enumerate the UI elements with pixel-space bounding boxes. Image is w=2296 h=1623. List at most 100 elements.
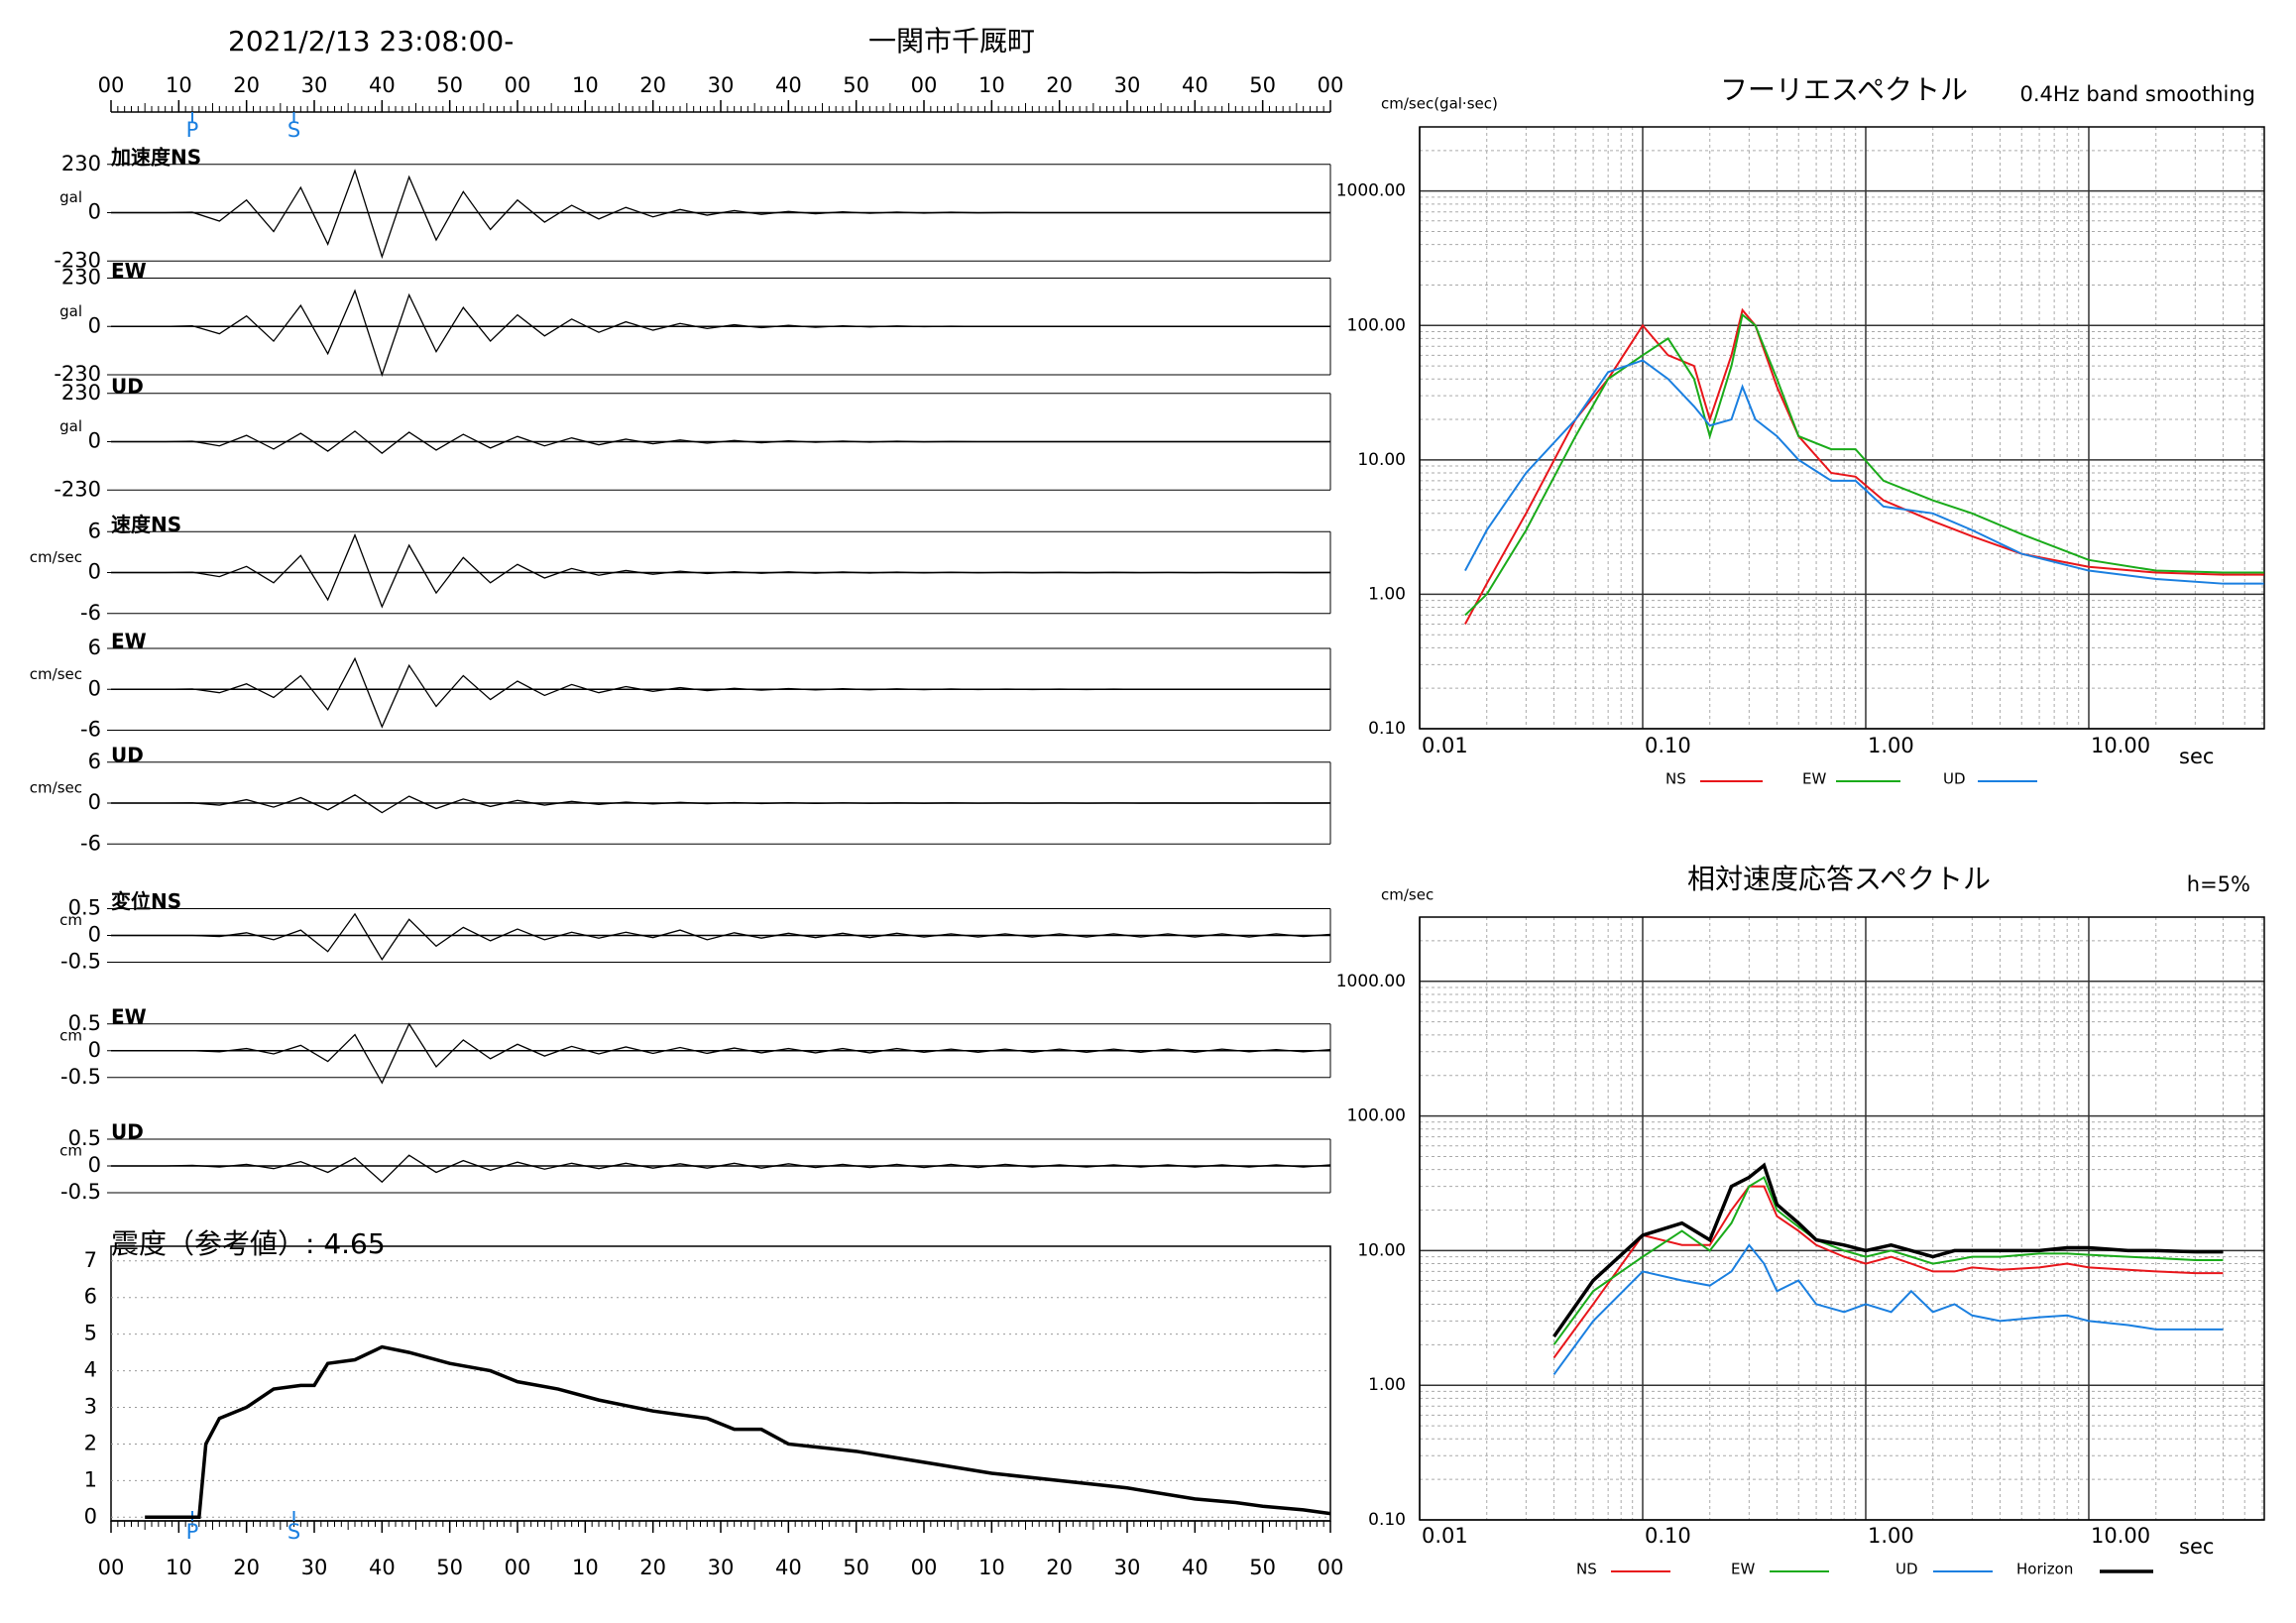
time-tick-label: 20 xyxy=(1046,1556,1073,1579)
y-tick-label: 0 xyxy=(88,313,101,337)
time-tick-label: 10 xyxy=(166,1556,192,1579)
legend-label: Horizon xyxy=(2016,1561,2073,1578)
y-tick-label: 0 xyxy=(84,1504,97,1528)
unit-label: cm/sec xyxy=(30,779,82,797)
y-tick-label: 0.10 xyxy=(1368,719,1406,739)
unit-label: gal xyxy=(59,302,82,320)
y-tick-label: 10.00 xyxy=(1357,1240,1406,1260)
y-tick-label: 0.5 xyxy=(68,1011,101,1035)
time-tick-label: 20 xyxy=(233,1556,260,1579)
panel-label: 加速度NS xyxy=(110,145,201,169)
y-tick-label: 0 xyxy=(88,429,101,453)
y-tick-label: 230 xyxy=(61,381,101,405)
y-tick-label: -6 xyxy=(80,601,101,625)
y-tick-label: 230 xyxy=(61,266,101,290)
time-tick-label: 50 xyxy=(843,1556,869,1579)
fourier-x-label: sec xyxy=(2179,745,2214,768)
time-tick-label: 40 xyxy=(369,73,396,97)
unit-label: gal xyxy=(59,188,82,206)
y-tick-label: 230 xyxy=(61,152,101,175)
x-tick-label: 10.00 xyxy=(2091,734,2150,757)
time-tick-label: 30 xyxy=(1114,1556,1141,1579)
waveform xyxy=(111,169,1330,260)
unit-label: cm/sec xyxy=(30,665,82,683)
time-tick-label: 50 xyxy=(436,1556,463,1579)
y-tick-label: 6 xyxy=(88,750,101,773)
time-tick-label: 30 xyxy=(301,73,328,97)
panel-label: EW xyxy=(111,630,147,653)
y-tick-label: 0 xyxy=(88,1038,101,1062)
y-tick-label: 0 xyxy=(88,676,101,700)
response-y-label: cm/sec xyxy=(1381,886,1434,904)
time-tick-label: 00 xyxy=(98,1556,125,1579)
y-tick-label: 0 xyxy=(88,200,101,224)
legend-label: EW xyxy=(1731,1561,1755,1578)
time-tick-label: 00 xyxy=(911,73,938,97)
x-tick-label: 0.01 xyxy=(1422,1524,1468,1548)
y-tick-label: 6 xyxy=(88,636,101,659)
spectrum-line xyxy=(1552,1162,2224,1338)
y-tick-label: -230 xyxy=(54,362,101,386)
station-name: 一関市千厩町 xyxy=(868,25,1035,58)
waveform xyxy=(111,656,1331,729)
time-tick-label: 10 xyxy=(572,1556,599,1579)
y-tick-label: 3 xyxy=(84,1395,97,1419)
y-tick-label: 0 xyxy=(88,923,101,947)
response-subtitle: h=5% xyxy=(2187,872,2250,896)
x-tick-label: 0.01 xyxy=(1422,734,1468,757)
unit-label: cm xyxy=(59,1142,82,1160)
y-tick-label: -230 xyxy=(54,248,101,272)
time-tick-label: 10 xyxy=(978,73,1005,97)
y-tick-label: 2 xyxy=(84,1431,97,1454)
y-tick-label: 6 xyxy=(84,1285,97,1309)
spectrum-line xyxy=(1464,312,2264,617)
waveform xyxy=(111,532,1331,609)
time-tick-label: 00 xyxy=(505,1556,531,1579)
fourier-subtitle: 0.4Hz band smoothing xyxy=(2019,82,2255,106)
time-tick-label: 10 xyxy=(572,73,599,97)
spectrum-line xyxy=(1552,1176,2224,1345)
time-tick-label: 00 xyxy=(1318,1556,1344,1579)
spectrum-line xyxy=(1552,1243,2224,1376)
y-tick-label: 1.00 xyxy=(1368,584,1406,604)
y-tick-label: -230 xyxy=(54,477,101,501)
time-tick-label: 40 xyxy=(775,1556,802,1579)
y-tick-label: 5 xyxy=(84,1322,97,1345)
fourier-y-label: cm/sec(gal·sec) xyxy=(1381,95,1498,113)
legend-label: NS xyxy=(1665,770,1686,788)
x-tick-label: 1.00 xyxy=(1868,734,1914,757)
time-tick-label: 50 xyxy=(1249,1556,1276,1579)
panel-label: EW xyxy=(111,1004,147,1028)
unit-label: gal xyxy=(59,417,82,435)
unit-label: cm/sec xyxy=(30,548,82,566)
time-tick-label: 20 xyxy=(233,73,260,97)
time-tick-label: 20 xyxy=(1046,73,1073,97)
y-tick-label: 1 xyxy=(84,1467,97,1491)
time-tick-label: 30 xyxy=(708,73,735,97)
x-tick-label: 0.10 xyxy=(1645,1524,1691,1548)
spectrum-line xyxy=(1464,359,2264,585)
y-tick-label: 1000.00 xyxy=(1336,972,1406,991)
panel-label: UD xyxy=(111,1120,144,1144)
y-tick-label: 4 xyxy=(84,1358,97,1382)
y-tick-label: 7 xyxy=(84,1248,97,1272)
intensity-frame xyxy=(110,1245,1331,1522)
y-tick-label: 0 xyxy=(88,560,101,584)
time-tick-label: 40 xyxy=(1182,1556,1208,1579)
time-tick-label: 30 xyxy=(301,1556,328,1579)
legend-label: UD xyxy=(1943,770,1966,788)
time-tick-label: 30 xyxy=(708,1556,735,1579)
panel-label: UD xyxy=(111,743,144,766)
y-tick-label: 1.00 xyxy=(1368,1375,1406,1395)
spectrum-line xyxy=(1552,1185,2224,1359)
time-tick-label: 50 xyxy=(843,73,869,97)
y-tick-label: 100.00 xyxy=(1347,1106,1406,1126)
time-tick-label: 40 xyxy=(775,73,802,97)
waveform xyxy=(111,912,1331,962)
unit-label: cm xyxy=(59,911,82,929)
y-tick-label: -6 xyxy=(80,831,101,855)
y-tick-label: 0 xyxy=(88,1153,101,1177)
waveform xyxy=(111,289,1330,378)
panel-label: 速度NS xyxy=(111,513,181,536)
